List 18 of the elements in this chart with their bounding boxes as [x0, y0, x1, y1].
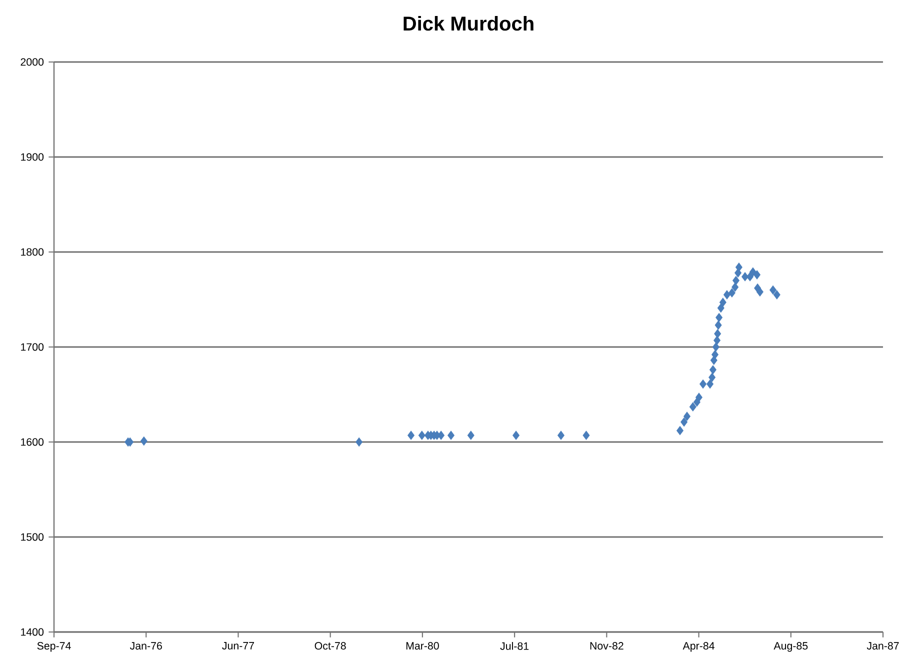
x-tick-label: Jul-81 — [500, 642, 529, 650]
x-tick-label: Nov-82 — [590, 642, 624, 650]
y-tick-label: 1900 — [21, 153, 44, 161]
y-tick-label: 1500 — [21, 533, 44, 541]
y-tick-label: 1700 — [21, 343, 44, 351]
x-tick-label: Sep-74 — [37, 642, 71, 652]
chart-title: Dick Murdoch — [404, 16, 534, 31]
x-tick-label: Apr-84 — [682, 642, 714, 652]
x-tick-label: Jun-77 — [222, 642, 254, 650]
y-tick-label: 1400 — [21, 628, 44, 636]
y-tick-label: 1600 — [21, 438, 44, 446]
y-tick-label: 2000 — [20, 58, 44, 66]
x-tick-label: Jan-87 — [866, 642, 899, 650]
x-tick-label: Jan-76 — [130, 642, 162, 650]
x-tick-label: Mar-80 — [406, 642, 439, 650]
x-tick-label: Aug-85 — [774, 642, 808, 652]
x-tick-label: Oct-78 — [314, 642, 346, 650]
y-tick-label: 1800 — [21, 248, 44, 256]
